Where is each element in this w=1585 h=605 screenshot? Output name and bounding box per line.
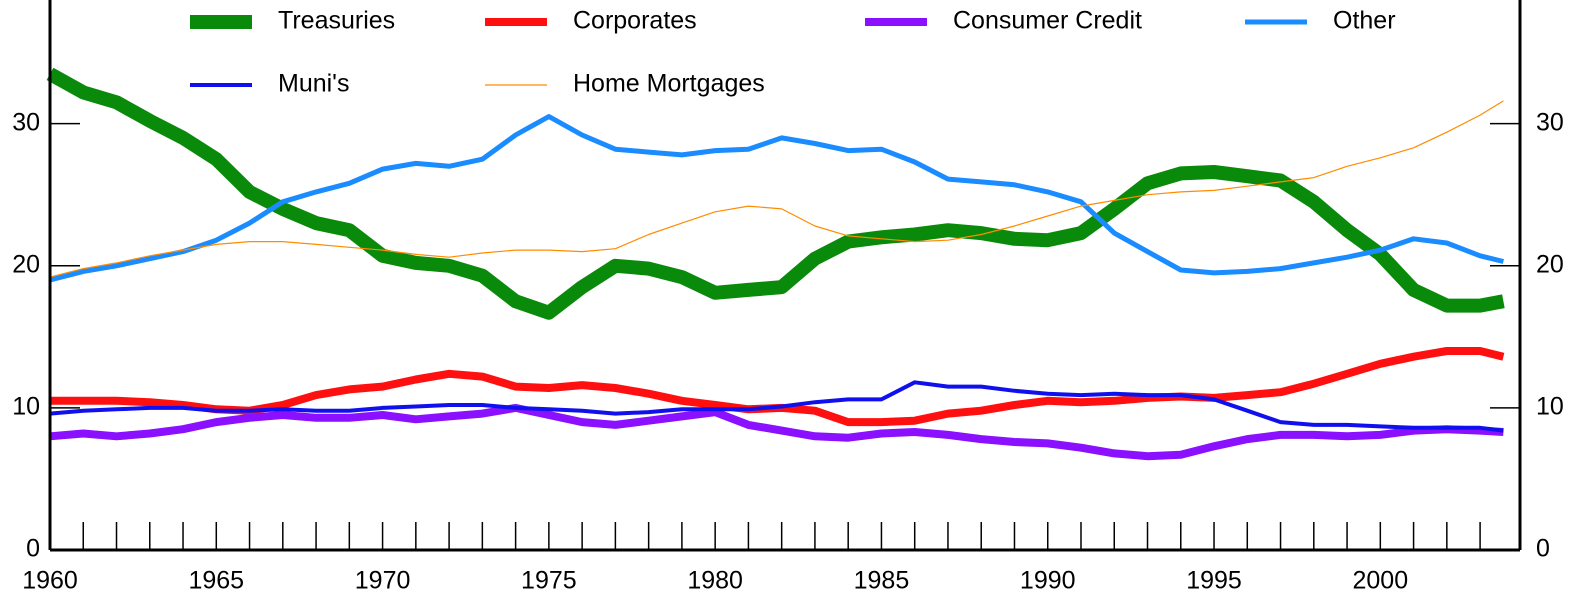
- x-tick-label: 2000: [1353, 567, 1409, 595]
- y-tick-label: 20: [12, 250, 40, 278]
- x-tick-label: 1990: [1020, 567, 1076, 595]
- series-line: [46, 67, 1505, 320]
- y-tick-label: 0: [26, 535, 40, 563]
- y2-tick-label: 20: [1536, 250, 1564, 278]
- y2-tick-label: 10: [1536, 392, 1564, 420]
- legend-label: Corporates: [573, 7, 697, 35]
- y2-tick-label: 30: [1536, 108, 1564, 136]
- x-tick-label: 1975: [521, 567, 577, 595]
- series-line: [49, 114, 1504, 283]
- x-tick-label: 1995: [1186, 567, 1242, 595]
- legend-label: Muni's: [278, 70, 349, 98]
- y-tick-label: 10: [12, 392, 40, 420]
- x-tick-label: 1960: [22, 567, 78, 595]
- legend-label: Consumer Credit: [953, 7, 1142, 35]
- y-tick-label: 30: [12, 108, 40, 136]
- legend-label: Home Mortgages: [573, 70, 765, 98]
- x-tick-label: 1985: [854, 567, 910, 595]
- series-line: [49, 380, 1504, 433]
- series-line: [49, 403, 1504, 461]
- legend-label: Treasuries: [278, 7, 395, 35]
- x-tick-label: 1970: [355, 567, 411, 595]
- y2-tick-label: 0: [1536, 535, 1550, 563]
- series-line: [49, 100, 1504, 278]
- legend-label: Other: [1333, 7, 1396, 35]
- x-tick-label: 1965: [188, 567, 244, 595]
- x-tick-label: 1980: [687, 567, 743, 595]
